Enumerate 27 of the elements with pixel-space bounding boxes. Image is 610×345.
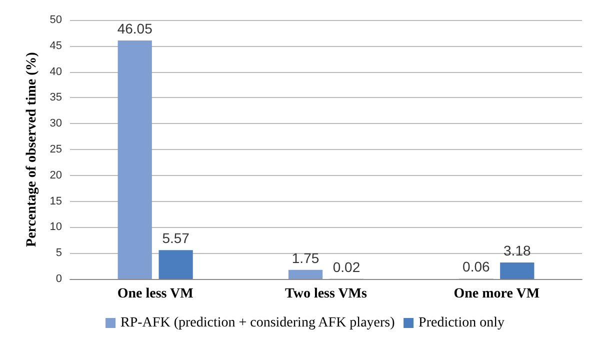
data-label: 46.05 <box>117 20 153 36</box>
y-tick-label: 45 <box>50 40 62 52</box>
y-tick-label: 20 <box>50 169 62 182</box>
bar <box>158 250 193 279</box>
y-tick-label: 15 <box>50 195 62 208</box>
data-label: 5.57 <box>162 230 190 246</box>
y-tick-label: 35 <box>50 92 62 104</box>
y-tick-label: 30 <box>50 118 62 130</box>
x-tick-label: One less VM <box>117 286 194 302</box>
y-tick-label: 40 <box>50 66 62 78</box>
x-tick-label: One more VM <box>454 286 540 302</box>
y-axis-title: Percentage of observed time (%) <box>24 52 40 247</box>
y-tick-label: 10 <box>50 221 62 234</box>
y-tick-label: 50 <box>50 14 62 26</box>
legend-label: Prediction only <box>418 316 504 330</box>
bar <box>288 270 323 279</box>
bar <box>500 262 534 279</box>
legend-label: RP-AFK (prediction + considering AFK players) <box>120 316 396 330</box>
data-label: 0.06 <box>462 258 490 275</box>
data-label: 3.18 <box>504 242 531 259</box>
y-tick-label: 0 <box>56 273 62 285</box>
data-label: 0.02 <box>332 258 360 275</box>
y-tick-label: 25 <box>50 144 62 156</box>
data-label: 1.75 <box>292 250 320 266</box>
y-tick-label: 5 <box>56 247 62 260</box>
bar <box>118 40 152 279</box>
x-tick-label: Two less VMs <box>285 286 368 302</box>
